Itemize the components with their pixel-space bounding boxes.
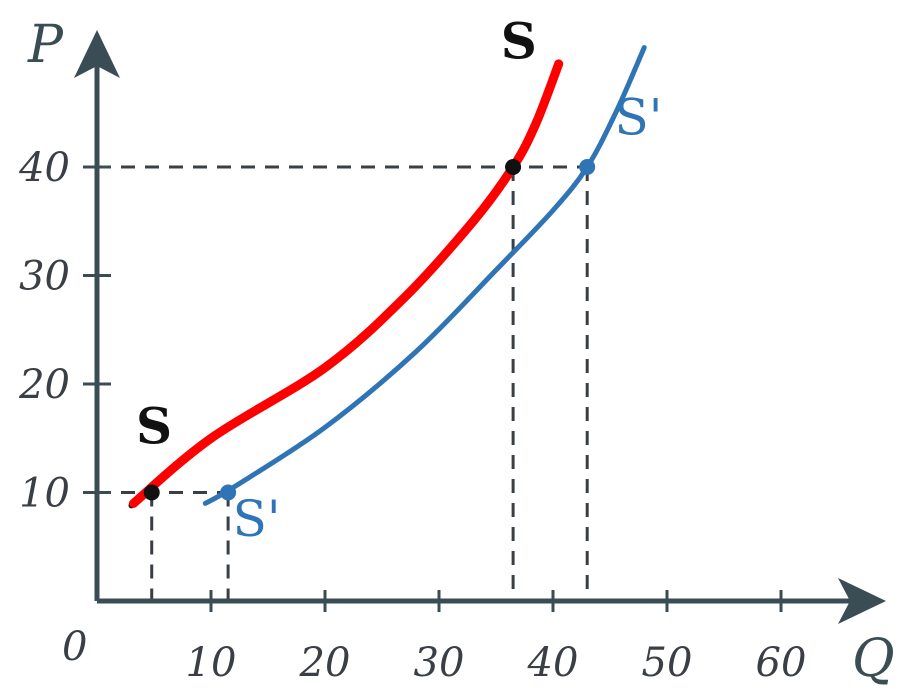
x-tick-label: 10 — [186, 640, 237, 686]
s-curve-point — [143, 484, 160, 501]
axes — [74, 30, 886, 624]
s-prime-curve-label: S' — [233, 490, 281, 548]
s-curve-label: S — [136, 397, 172, 456]
y-tick-label: 40 — [18, 145, 70, 191]
s-prime-curve — [202, 45, 647, 506]
x-tick-label: 40 — [527, 640, 579, 686]
s-curve-label: S — [501, 12, 537, 71]
s-curve-point — [505, 159, 522, 175]
axis-ticks: 10 20 30 40 50 60 10 20 30 40 — [18, 145, 806, 686]
supply-curves — [128, 45, 647, 509]
s-curve-base — [128, 62, 560, 509]
x-tick-label: 20 — [299, 640, 351, 686]
y-tick-label: 10 — [19, 471, 70, 517]
s-prime-curve-label: S' — [615, 88, 663, 146]
guide-lines — [97, 165, 589, 601]
origin-label: 0 — [62, 624, 87, 670]
y-axis-label: P — [27, 15, 64, 75]
chart-labels: P Q 0 S S S' S' — [27, 12, 895, 690]
s-curve-highlight — [129, 59, 564, 508]
s-prime-curve-point — [220, 484, 237, 501]
x-tick-label: 30 — [414, 640, 465, 686]
y-tick-label: 30 — [19, 254, 70, 300]
s-prime-curve-point — [579, 159, 596, 175]
x-axis-label: Q — [852, 629, 895, 689]
x-tick-label: 50 — [642, 640, 693, 686]
x-axis-arrowhead — [838, 578, 886, 624]
y-tick-label: 20 — [18, 362, 70, 408]
y-axis-arrowhead — [74, 30, 120, 78]
x-tick-label: 60 — [756, 640, 807, 686]
